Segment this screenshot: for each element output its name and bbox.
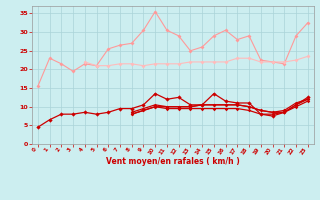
X-axis label: Vent moyen/en rafales ( km/h ): Vent moyen/en rafales ( km/h ) [106, 157, 240, 166]
